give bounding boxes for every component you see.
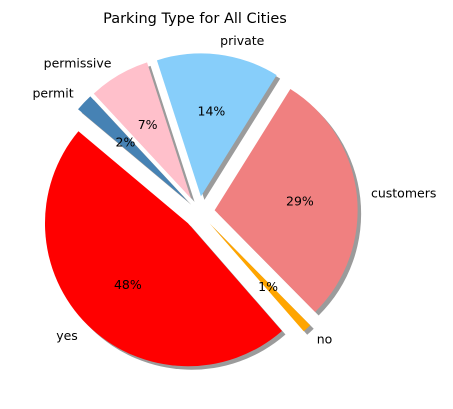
slice-labels: 48% yes 1% no 29% customers 14% private 7% permis…	[33, 33, 437, 347]
category-label-permissive: permissive	[44, 55, 112, 70]
category-label-yes: yes	[56, 328, 78, 343]
slice-yes	[44, 131, 282, 367]
category-label-no: no	[317, 331, 333, 346]
slice-permit	[78, 96, 188, 202]
slice-no	[209, 223, 311, 332]
pct-label-no: 1%	[258, 279, 278, 294]
chart-title: Parking Type for All Cities	[103, 11, 287, 27]
slice-customers	[214, 88, 358, 312]
pie-slices	[44, 53, 358, 367]
slice-permissive	[93, 62, 192, 199]
pct-label-customers: 29%	[286, 193, 314, 208]
category-label-private: private	[220, 33, 265, 48]
category-label-permit: permit	[33, 85, 74, 100]
slice-private	[156, 53, 277, 197]
pct-label-private: 14%	[198, 104, 226, 119]
category-label-customers: customers	[371, 185, 436, 200]
pct-label-yes: 48%	[114, 277, 142, 292]
pct-label-permit: 2%	[116, 135, 136, 150]
pct-label-permissive: 7%	[138, 117, 158, 132]
